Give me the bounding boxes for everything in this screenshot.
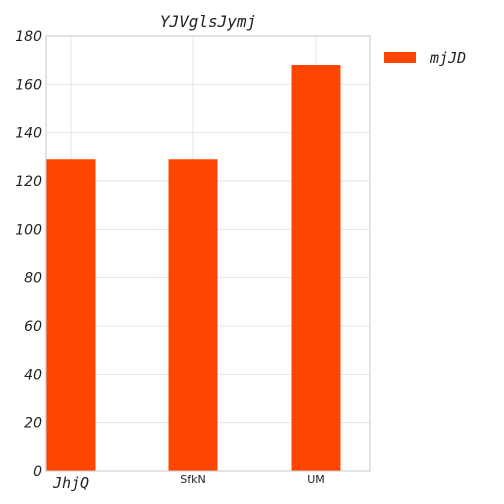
legend-label: mjJD (429, 49, 466, 67)
y-tick-label: 140 (15, 126, 42, 142)
y-tick-label: 120 (15, 174, 42, 190)
bar-layer (46, 65, 341, 471)
chart-title: YJVglsJymj (160, 12, 256, 31)
legend: mjJD (384, 49, 466, 67)
bar-sfkn (168, 159, 218, 471)
y-tick-label: 20 (24, 416, 42, 432)
x-tick-label: UM (307, 473, 325, 486)
y-axis-tick-labels: 0 20 40 60 80 100 120 140 160 180 (15, 29, 42, 480)
legend-swatch (384, 52, 416, 63)
y-tick-label: 0 (33, 464, 42, 480)
y-tick-label: 60 (24, 319, 42, 335)
bar-jhjq (46, 159, 96, 471)
y-tick-label: 40 (24, 367, 42, 383)
x-tick-label: SfkN (180, 473, 205, 486)
bar-um (291, 65, 341, 471)
y-tick-label: 160 (15, 77, 42, 93)
y-tick-label: 180 (15, 29, 42, 45)
y-tick-label: 80 (24, 271, 42, 287)
y-tick-label: 100 (15, 222, 42, 238)
x-tick-label: JhjQ (52, 474, 89, 492)
plot-frame (45, 35, 371, 472)
x-axis-tick-labels: JhjQ SfkN UM (52, 473, 325, 492)
